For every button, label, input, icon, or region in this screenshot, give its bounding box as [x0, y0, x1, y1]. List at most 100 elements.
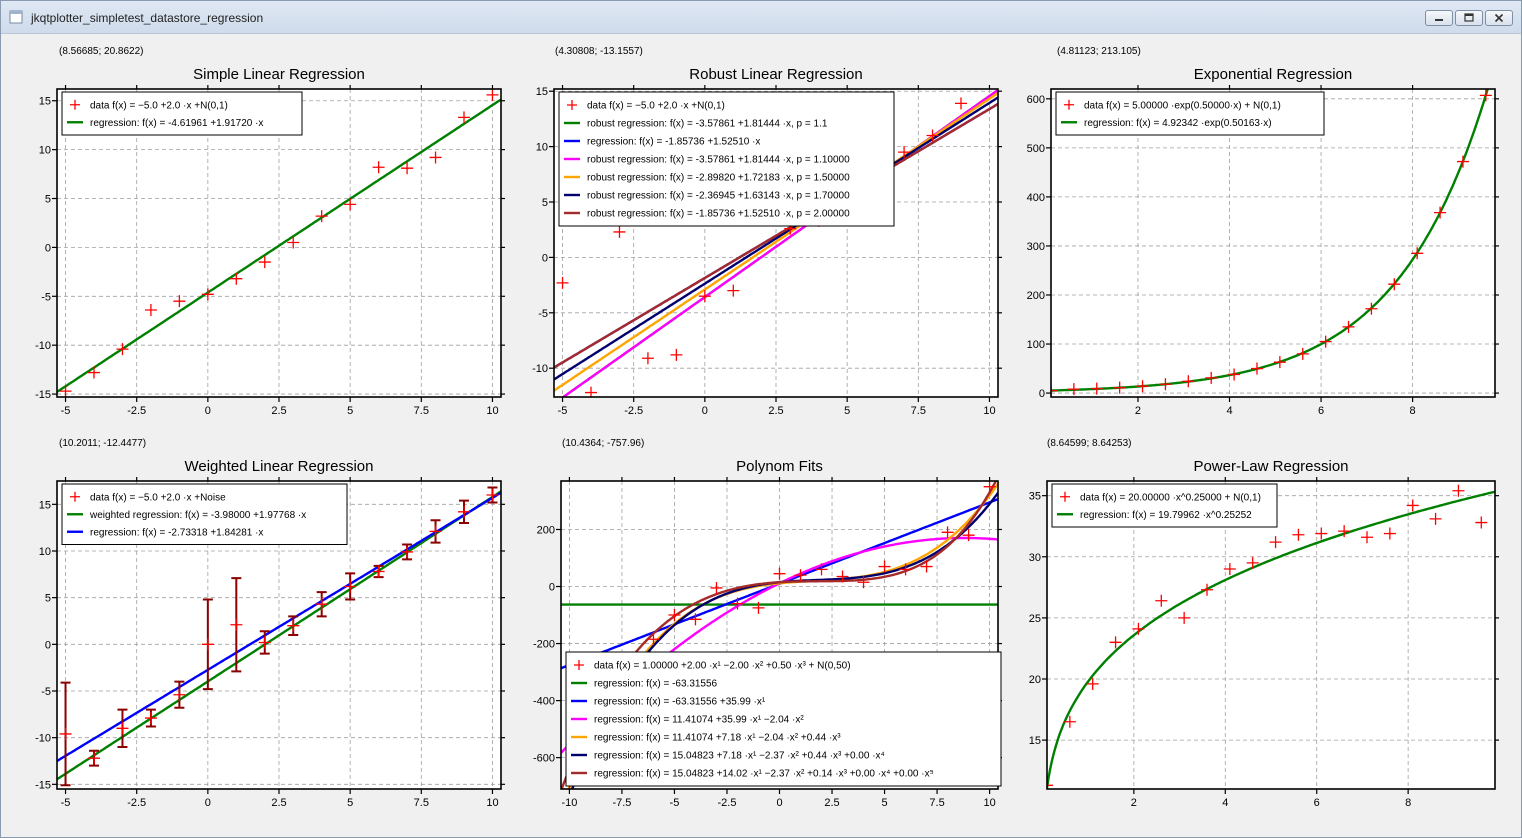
- legend-entry: data f(x) = 20.00000 ·x^0.25000 + N(0,1): [1080, 492, 1261, 503]
- data-point: [641, 352, 654, 365]
- data-point: [1273, 356, 1286, 369]
- window-title: jkqtplotter_simpletest_datastore_regress…: [31, 11, 264, 25]
- legend-entry: regression: f(x) = 11.41074 +7.18 ·x¹ −2…: [594, 733, 841, 744]
- y-tick-label: 100: [1027, 339, 1045, 351]
- y-tick-label: 0: [45, 639, 51, 651]
- data-point: [401, 162, 414, 175]
- data-point: [1365, 302, 1378, 315]
- x-tick-label: 0: [205, 405, 211, 417]
- data-point: [1155, 594, 1168, 607]
- series-line-2: [57, 490, 501, 781]
- series-line-7: [554, 102, 998, 369]
- y-tick-label: 500: [1027, 143, 1045, 155]
- title-bar[interactable]: jkqtplotter_simpletest_datastore_regress…: [1, 1, 1521, 34]
- data-point: [556, 276, 569, 289]
- legend-box: [565, 651, 1002, 787]
- x-tick-label: 2.5: [768, 405, 783, 417]
- data-point: [201, 288, 214, 301]
- maximize-button[interactable]: [1455, 10, 1483, 26]
- data-point: [878, 560, 891, 573]
- x-tick-label: 5: [347, 797, 353, 809]
- x-tick-label: 5: [347, 405, 353, 417]
- y-tick-label: 15: [39, 96, 51, 108]
- minimize-button[interactable]: [1425, 10, 1453, 26]
- chart-title: Simple Linear Regression: [193, 66, 365, 83]
- x-tick-label: 7.5: [414, 797, 429, 809]
- data-point: [401, 545, 414, 558]
- chart-1: -5 -2.5 0 2.5 5 7.5 10 -15 -10 -5 0 5 10 15 Simple Lin…: [35, 66, 505, 417]
- axes-frame: [1050, 88, 1496, 398]
- legend-entry: regression: f(x) = 15.04823 +14.02 ·x¹ −…: [594, 769, 934, 780]
- data-point: [1406, 499, 1419, 512]
- data-point: [647, 633, 660, 646]
- data-point: [486, 489, 499, 501]
- data-point: [372, 565, 385, 578]
- y-tick-label: 20: [1029, 674, 1041, 686]
- x-tick-label: 8: [1410, 405, 1416, 417]
- data-point: [920, 560, 933, 573]
- legend-swatch-marker: [574, 660, 584, 670]
- data-point: [1296, 347, 1309, 360]
- data-point: [1319, 335, 1332, 348]
- legend-entry: regression: f(x) = -1.85736 +1.52510 ·x: [587, 137, 760, 148]
- legend-entry: data f(x) = 5.00000 ·exp(0.50000·x) + N(…: [1084, 100, 1281, 111]
- legend-entry: data f(x) = −5.0 +2.0 ·x +Noise: [90, 492, 226, 503]
- data-point: [287, 236, 300, 249]
- maximize-icon: [1464, 13, 1474, 22]
- legend: data f(x) = 20.00000 ·x^0.25000 + N(0,1)…: [1051, 483, 1278, 528]
- y-tick-label: 25: [1029, 613, 1041, 625]
- legend-entry: regression: f(x) = -63.31556 +35.99 ·x¹: [594, 697, 766, 708]
- data-point: [1292, 528, 1305, 541]
- legend-entry: regression: f(x) = 4.92342 ·exp(0.50163·…: [1084, 118, 1272, 129]
- y-tick-label: 5: [542, 197, 548, 209]
- data-point: [1228, 368, 1241, 381]
- plot-area: [1051, 89, 1495, 397]
- y-tick-label: 200: [537, 524, 555, 536]
- data-point: [1429, 512, 1442, 525]
- legend-entry: regression: f(x) = -4.61961 +1.91720 ·x: [90, 118, 263, 129]
- y-tick-label: 400: [1027, 192, 1045, 204]
- legend-entry: regression: f(x) = -63.31556: [594, 679, 718, 690]
- close-icon: [1494, 13, 1504, 23]
- y-tick-label: 35: [1029, 491, 1041, 503]
- x-tick-label: 10: [983, 405, 995, 417]
- x-tick-label: 8: [1405, 797, 1411, 809]
- x-tick-label: -5: [61, 797, 71, 809]
- data-point: [955, 97, 967, 110]
- plot-content: [1051, 89, 1492, 397]
- y-tick-label: 0: [542, 252, 548, 264]
- y-tick-label: -10: [532, 363, 548, 375]
- y-tick-label: 10: [536, 142, 548, 154]
- x-tick-label: 2: [1135, 405, 1141, 417]
- x-tick-label: 0: [205, 797, 211, 809]
- minimize-icon: [1435, 19, 1443, 21]
- y-tick-label: 5: [45, 194, 51, 206]
- data-point: [59, 727, 72, 740]
- data-point: [670, 348, 683, 361]
- data-point: [689, 613, 702, 626]
- data-point: [899, 563, 912, 576]
- data-point: [1475, 516, 1488, 529]
- data-point: [230, 618, 243, 631]
- data-point: [731, 597, 744, 610]
- data-point: [1479, 89, 1492, 102]
- legend: data f(x) = −5.0 +2.0 ·x +N(0,1) regressi…: [61, 91, 303, 136]
- chart-title: Robust Linear Regression: [689, 66, 862, 83]
- y-tick-label: 15: [39, 499, 51, 511]
- x-tick-label: 0: [702, 405, 708, 417]
- x-tick-label: 2.5: [271, 797, 286, 809]
- data-point: [1338, 525, 1351, 538]
- legend-entry: regression: f(x) = 11.41074 +35.99 ·x¹ −…: [594, 715, 804, 726]
- data-point: [1047, 779, 1053, 789]
- x-tick-label: 10: [486, 405, 498, 417]
- plot-content: [554, 89, 998, 397]
- close-button[interactable]: [1485, 10, 1513, 26]
- y-tick-label: 5: [45, 593, 51, 605]
- legend-swatch-marker: [70, 491, 80, 502]
- y-tick-label: 15: [536, 86, 548, 98]
- y-tick-label: 15: [1029, 735, 1041, 747]
- data-point: [429, 151, 442, 164]
- data-point: [1178, 611, 1191, 624]
- x-tick-label: 7.5: [414, 405, 429, 417]
